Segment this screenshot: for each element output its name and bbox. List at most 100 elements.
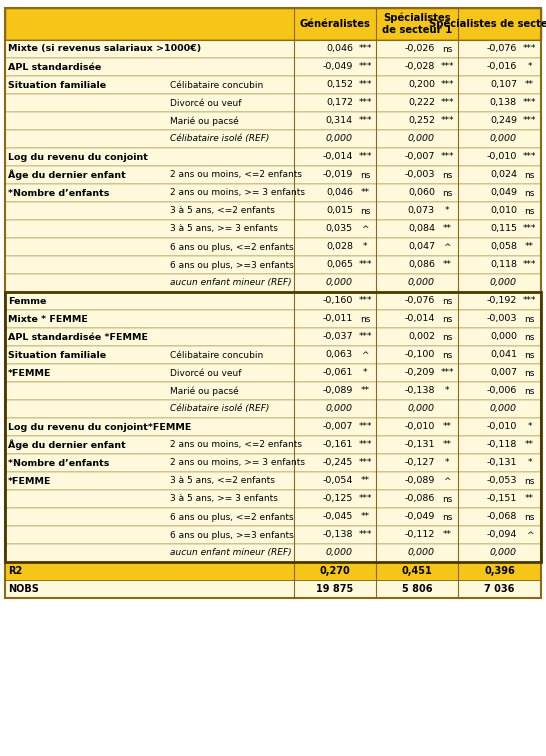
Text: **: **	[360, 386, 370, 395]
Text: Femme: Femme	[8, 296, 46, 305]
Text: 0,000: 0,000	[490, 404, 517, 414]
Text: 0,000: 0,000	[326, 404, 353, 414]
Bar	[5, 130, 541, 148]
Text: 2 ans ou moins, <=2 enfants: 2 ans ou moins, <=2 enfants	[170, 171, 302, 179]
Bar	[5, 256, 541, 274]
Text: -0,076: -0,076	[486, 45, 517, 54]
Text: Mixte (si revenus salariaux >1000€): Mixte (si revenus salariaux >1000€)	[8, 45, 201, 54]
Bar	[5, 544, 541, 562]
Text: 0,086: 0,086	[408, 261, 435, 269]
Text: ***: ***	[358, 153, 372, 162]
Text: ns: ns	[524, 171, 535, 179]
Text: 0,000: 0,000	[490, 333, 517, 342]
Bar	[5, 346, 541, 364]
Text: -0,127: -0,127	[405, 458, 435, 467]
Bar	[5, 580, 541, 598]
Text: -0,068: -0,068	[486, 513, 517, 522]
Text: -0,089: -0,089	[323, 386, 353, 395]
Text: -0,151: -0,151	[486, 494, 517, 503]
Text: ***: ***	[523, 296, 536, 305]
Text: 3 à 5 ans, >= 3 enfants: 3 à 5 ans, >= 3 enfants	[170, 494, 278, 503]
Text: Situation familiale: Situation familiale	[8, 80, 106, 89]
Text: 7 036: 7 036	[484, 584, 515, 594]
Text: ns: ns	[524, 188, 535, 197]
Text: -0,086: -0,086	[405, 494, 435, 503]
Text: -0,192: -0,192	[486, 296, 517, 305]
Text: *: *	[363, 368, 367, 377]
Text: aucun enfant mineur (REF): aucun enfant mineur (REF)	[170, 278, 292, 287]
Text: -0,054: -0,054	[323, 476, 353, 485]
Text: 3 à 5 ans, <=2 enfants: 3 à 5 ans, <=2 enfants	[170, 206, 275, 215]
Text: 6 ans ou plus, <=2 enfants: 6 ans ou plus, <=2 enfants	[170, 513, 294, 522]
Text: 0,252: 0,252	[408, 116, 435, 125]
Text: -0,053: -0,053	[486, 476, 517, 485]
Text: ns: ns	[442, 314, 452, 324]
Bar	[5, 454, 541, 472]
Text: 0,222: 0,222	[408, 98, 435, 107]
Text: ^: ^	[361, 225, 369, 234]
Text: **: **	[442, 423, 452, 432]
Text: *: *	[363, 243, 367, 252]
Bar	[5, 8, 541, 598]
Text: Marié ou pacsé: Marié ou pacsé	[170, 116, 239, 125]
Text: 6 ans ou plus, >=3 enfants: 6 ans ou plus, >=3 enfants	[170, 531, 294, 540]
Text: -0,011: -0,011	[323, 314, 353, 324]
Text: -0,049: -0,049	[323, 63, 353, 72]
Text: -0,014: -0,014	[323, 153, 353, 162]
Bar	[5, 184, 541, 202]
Text: 0,172: 0,172	[326, 98, 353, 107]
Text: -0,138: -0,138	[405, 386, 435, 395]
Text: ns: ns	[442, 351, 452, 360]
Text: Log du revenu du conjoint*FEMME: Log du revenu du conjoint*FEMME	[8, 423, 192, 432]
Bar	[5, 58, 541, 76]
Text: ***: ***	[440, 116, 454, 125]
Text: -0,131: -0,131	[486, 458, 517, 467]
Text: 0,007: 0,007	[490, 368, 517, 377]
Text: 2 ans ou moins, >= 3 enfants: 2 ans ou moins, >= 3 enfants	[170, 188, 305, 197]
Text: -0,161: -0,161	[323, 441, 353, 450]
Text: *: *	[445, 386, 449, 395]
Bar	[5, 382, 541, 400]
Text: -0,160: -0,160	[323, 296, 353, 305]
Text: *FEMME: *FEMME	[8, 476, 51, 485]
Text: **: **	[525, 80, 534, 89]
Text: Âge du dernier enfant: Âge du dernier enfant	[8, 440, 126, 451]
Text: 2 ans ou moins, >= 3 enfants: 2 ans ou moins, >= 3 enfants	[170, 458, 305, 467]
Bar	[5, 166, 541, 184]
Text: Généralistes: Généralistes	[300, 19, 370, 29]
Text: 0,046: 0,046	[326, 45, 353, 54]
Text: ***: ***	[358, 441, 372, 450]
Text: -0,089: -0,089	[405, 476, 435, 485]
Text: *Nombre d’enfants: *Nombre d’enfants	[8, 458, 109, 467]
Text: ***: ***	[358, 63, 372, 72]
Text: R2: R2	[8, 566, 22, 576]
Bar	[5, 148, 541, 166]
Text: ns: ns	[524, 513, 535, 522]
Text: 0,451: 0,451	[402, 566, 432, 576]
Text: *Nombre d’enfants: *Nombre d’enfants	[8, 188, 109, 197]
Text: *: *	[445, 206, 449, 215]
Text: NOBS: NOBS	[8, 584, 39, 594]
Text: **: **	[442, 531, 452, 540]
Text: Célibataire concubin: Célibataire concubin	[170, 351, 263, 360]
Text: ***: ***	[523, 261, 536, 269]
Text: ***: ***	[358, 261, 372, 269]
Bar	[5, 76, 541, 94]
Text: ns: ns	[524, 206, 535, 215]
Text: 3 à 5 ans, <=2 enfants: 3 à 5 ans, <=2 enfants	[170, 476, 275, 485]
Text: 0,041: 0,041	[490, 351, 517, 360]
Bar	[5, 364, 541, 382]
Text: ^: ^	[361, 351, 369, 360]
Text: -0,037: -0,037	[323, 333, 353, 342]
Text: Log du revenu du conjoint: Log du revenu du conjoint	[8, 153, 148, 162]
Bar	[5, 562, 541, 580]
Bar	[5, 8, 541, 40]
Bar	[5, 292, 541, 562]
Bar	[5, 328, 541, 346]
Text: 0,000: 0,000	[490, 549, 517, 557]
Text: Divorcé ou veuf: Divorcé ou veuf	[170, 98, 241, 107]
Text: 0,046: 0,046	[326, 188, 353, 197]
Text: **: **	[442, 261, 452, 269]
Text: ns: ns	[524, 368, 535, 377]
Text: -0,003: -0,003	[486, 314, 517, 324]
